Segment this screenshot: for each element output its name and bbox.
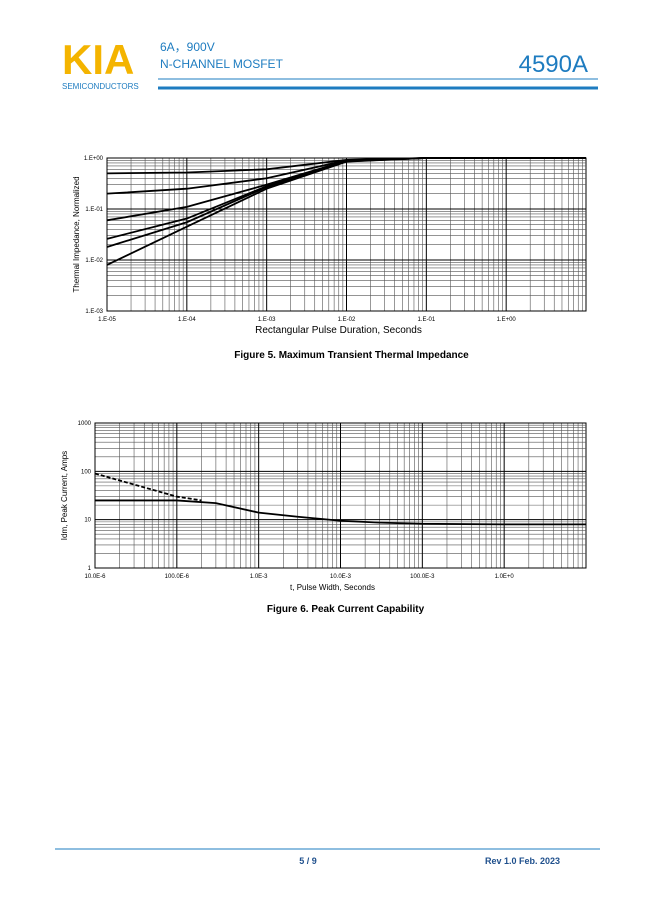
x-tick-label: 100.0E-3 (410, 574, 435, 580)
logo: KIA (62, 36, 134, 83)
y-tick-label: 1.E-02 (85, 258, 103, 264)
chart-title: Figure 5. Maximum Transient Thermal Impe… (234, 350, 469, 361)
y-tick-label: 1.E-01 (85, 207, 103, 213)
x-tick-label: 1.E-01 (417, 317, 435, 323)
x-tick-label: 1.0E+0 (495, 574, 515, 580)
x-tick-label: 1.E-05 (98, 317, 116, 323)
chart-title: Figure 6. Peak Current Capability (267, 604, 425, 615)
y-tick-label: 100 (81, 469, 92, 475)
x-tick-label: 1.E-02 (338, 317, 356, 323)
x-tick-label: 1.E-03 (258, 317, 276, 323)
y-tick-label: 1 (88, 566, 92, 572)
page-number: 5 / 9 (299, 856, 317, 866)
y-axis-label: Idm, Peak Current, Amps (60, 451, 69, 540)
y-tick-label: 10 (84, 518, 91, 524)
y-tick-label: 1.E-03 (85, 309, 103, 315)
series-line (95, 499, 586, 526)
device-type: N-CHANNEL MOSFET (160, 57, 284, 71)
rating: 6A，900V (160, 40, 215, 54)
x-axis-label: t, Pulse Width, Seconds (290, 583, 375, 592)
x-tick-label: 100.0E-6 (165, 574, 190, 580)
series-line (106, 157, 586, 266)
x-tick-label: 1.E+00 (497, 317, 517, 323)
x-tick-label: 1.0E-3 (250, 574, 268, 580)
part-number: 4590A (519, 51, 588, 78)
y-tick-label: 1.E+00 (84, 156, 104, 162)
x-tick-label: 1.E-04 (178, 317, 196, 323)
revision: Rev 1.0 Feb. 2023 (485, 856, 560, 866)
y-tick-label: 1000 (78, 421, 92, 427)
y-axis-label: Thermal Impedance, Normalized (72, 176, 81, 292)
logo-subtitle: SEMICONDUCTORS (62, 82, 139, 91)
x-tick-label: 10.0E-3 (330, 574, 352, 580)
series-line (94, 472, 202, 502)
x-tick-label: 10.0E-6 (84, 574, 106, 580)
x-axis-label: Rectangular Pulse Duration, Seconds (255, 325, 422, 336)
